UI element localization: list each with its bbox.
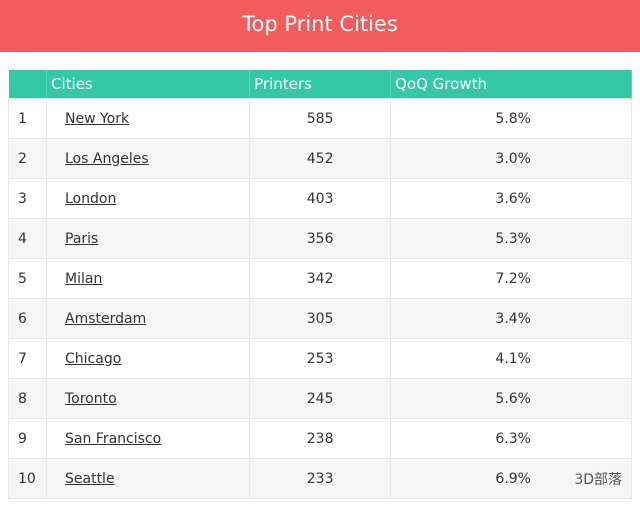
printers-cell: 253 [249, 338, 392, 379]
rank-cell: 10 [8, 458, 47, 499]
growth-cell: 3.0% [390, 138, 632, 179]
rank-cell: 6 [8, 298, 47, 339]
city-cell: London [45, 178, 251, 219]
watermark: 3D部落 [574, 472, 622, 488]
city-link[interactable]: Amsterdam [65, 310, 147, 327]
growth-cell: 3.4% [390, 298, 632, 339]
city-link[interactable]: Seattle [65, 470, 115, 487]
printers-cell: 233 [249, 458, 392, 499]
column-header: QoQ Growth [390, 70, 632, 99]
rank-cell: 5 [8, 258, 47, 299]
header-row: Cities Printers QoQ Growth [8, 70, 632, 99]
city-cell: Amsterdam [45, 298, 251, 339]
printers-cell: 342 [249, 258, 392, 299]
rank-cell: 4 [8, 218, 47, 259]
table-row: 10 Seattle 233 6.9% [8, 458, 632, 499]
table-row: 5 Milan 342 7.2% [8, 258, 632, 299]
printers-cell: 245 [249, 378, 392, 419]
printers-cell: 585 [249, 98, 392, 139]
growth-cell: 6.9% [390, 458, 632, 499]
city-cell: Toronto [45, 378, 251, 419]
rank-cell: 8 [8, 378, 47, 419]
table-row: 7 Chicago 253 4.1% [8, 338, 632, 379]
printers-cell: 305 [249, 298, 392, 339]
rank-cell: 7 [8, 338, 47, 379]
rank-header [8, 70, 47, 99]
city-link[interactable]: Milan [65, 270, 103, 287]
city-cell: Seattle [45, 458, 251, 499]
city-cell: Los Angeles [45, 138, 251, 179]
column-header: Printers [249, 70, 392, 99]
table-row: 9 San Francisco 238 6.3% [8, 418, 632, 459]
city-cell: Milan [45, 258, 251, 299]
growth-cell: 5.3% [390, 218, 632, 259]
city-link[interactable]: Chicago [65, 350, 122, 367]
growth-cell: 7.2% [390, 258, 632, 299]
printers-cell: 238 [249, 418, 392, 459]
table-header: Cities Printers QoQ Growth [8, 70, 632, 99]
city-cell: New York [45, 98, 251, 139]
title: Top Print Cities [0, 0, 640, 52]
rank-cell: 1 [8, 98, 47, 139]
rank-cell: 9 [8, 418, 47, 459]
city-link[interactable]: Los Angeles [65, 150, 149, 167]
table-row: 1 New York 585 5.8% [8, 98, 632, 139]
rank-cell: 2 [8, 138, 47, 179]
table-row: 4 Paris 356 5.3% [8, 218, 632, 259]
printers-cell: 403 [249, 178, 392, 219]
printers-cell: 452 [249, 138, 392, 179]
table-row: 8 Toronto 245 5.6% [8, 378, 632, 419]
rank-cell: 3 [8, 178, 47, 219]
growth-cell: 3.6% [390, 178, 632, 219]
column-header: Cities [46, 70, 251, 99]
growth-cell: 5.6% [390, 378, 632, 419]
city-link[interactable]: Toronto [65, 390, 117, 407]
growth-cell: 6.3% [390, 418, 632, 459]
city-link[interactable]: New York [65, 110, 130, 127]
cities-table: Cities Printers QoQ Growth 1 New York 585 5… [8, 70, 632, 499]
printers-cell: 356 [249, 218, 392, 259]
city-link[interactable]: London [65, 190, 117, 207]
city-cell: San Francisco [45, 418, 251, 459]
city-link[interactable]: Paris [65, 230, 99, 247]
city-link[interactable]: San Francisco [65, 430, 162, 447]
table-row: 6 Amsterdam 305 3.4% [8, 298, 632, 339]
city-cell: Chicago [45, 338, 251, 379]
growth-cell: 5.8% [390, 98, 632, 139]
growth-cell: 4.1% [390, 338, 632, 379]
table-row: 3 London 403 3.6% [8, 178, 632, 219]
table-body: 1 New York 585 5.8% 2 Los Angeles 452 3.0% 3 Lond… [8, 98, 632, 499]
table-row: 2 Los Angeles 452 3.0% [8, 138, 632, 179]
city-cell: Paris [45, 218, 251, 259]
